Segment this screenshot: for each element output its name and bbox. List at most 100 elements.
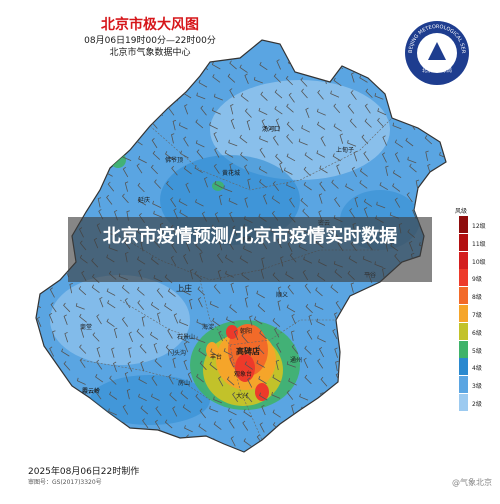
headline-text[interactable]: 北京市疫情预测/北京市疫情实时数据 [102, 226, 398, 247]
wind-barb [53, 121, 59, 133]
wind-barb [366, 387, 373, 398]
wind-barb [167, 59, 174, 70]
wind-barb [275, 118, 281, 129]
wind-barb [112, 151, 117, 163]
wind-barb [123, 108, 132, 117]
wind-barb [333, 77, 342, 87]
wind-barb [363, 198, 373, 207]
legend-label: 2级 [472, 401, 482, 408]
wind-barb [152, 79, 162, 88]
wind-barb [180, 335, 190, 343]
wind-barb [49, 89, 55, 101]
wind-barb [84, 90, 89, 101]
wind-barb [272, 181, 280, 191]
wind-barb [391, 342, 399, 353]
wind-barb [137, 182, 145, 193]
wind-barb [259, 147, 266, 158]
wind-barb [442, 107, 446, 118]
wind-barb [240, 93, 249, 102]
wind-barb [246, 119, 251, 131]
wind-barb [334, 421, 342, 432]
wind-barb [244, 73, 249, 84]
wind-barb [439, 209, 443, 221]
wind-barb [259, 330, 267, 340]
wind-barb [97, 434, 101, 446]
wind-barb [374, 93, 384, 100]
wind-barb [153, 342, 158, 354]
wind-barb [156, 288, 164, 298]
wind-barb [81, 407, 89, 418]
wind-barb [82, 419, 87, 430]
wind-barb [94, 165, 101, 176]
wind-barb [107, 300, 116, 309]
wind-barb [109, 437, 119, 446]
wind-barb [52, 330, 56, 341]
wind-barb [330, 90, 340, 98]
legend-swatch [459, 233, 468, 251]
wind-barb [319, 165, 328, 174]
wind-barb [288, 92, 295, 103]
wind-barb [347, 344, 356, 354]
wind-barb [52, 227, 58, 238]
wind-barb [172, 119, 177, 131]
wind-barb [423, 314, 429, 325]
wind-barb [261, 404, 266, 416]
wind-barb [317, 335, 326, 343]
wind-barb [346, 364, 354, 374]
wind-barb [286, 304, 296, 313]
wind-barb [314, 302, 324, 310]
wind-barb [95, 389, 102, 400]
wind-barb [427, 163, 431, 175]
wind-barb [347, 103, 355, 114]
wind-barb [351, 328, 356, 339]
wind-barb [36, 409, 38, 418]
wind-barb [65, 92, 73, 103]
wind-barb [124, 371, 129, 383]
wind-barb [427, 177, 433, 188]
wind-barb [276, 342, 282, 353]
wind-barb [152, 200, 162, 208]
wind-barb [359, 363, 369, 370]
wind-barb [91, 284, 100, 294]
wind-barb [258, 166, 268, 174]
wind-barb [244, 164, 250, 175]
wind-barb [36, 285, 38, 294]
wind-barb [140, 102, 146, 113]
wind-barb [218, 194, 223, 206]
wind-barb [47, 208, 56, 218]
wind-barb [204, 176, 208, 188]
wind-barb [349, 118, 357, 128]
wind-barb [359, 168, 368, 177]
wind-barb [229, 88, 235, 99]
wind-barb [354, 388, 358, 399]
wind-barb [74, 439, 83, 449]
wind-barb [200, 105, 207, 116]
wind-barb [302, 208, 310, 218]
place-label: 霞云岭 [82, 388, 101, 395]
wind-barb [194, 439, 203, 448]
wind-barb [96, 314, 102, 325]
wind-barb [378, 72, 385, 83]
wind-barb [395, 61, 399, 72]
wind-barb [137, 197, 147, 206]
wind-barb [226, 376, 235, 386]
wind-barb [173, 208, 178, 219]
watermark: @气象北京 [452, 478, 492, 487]
wind-barb [82, 72, 86, 83]
wind-barb [304, 345, 312, 355]
wind-barb [36, 240, 38, 249]
wind-barb [166, 180, 174, 191]
wind-barb [213, 284, 221, 294]
legend-swatch [459, 269, 468, 287]
wind-barb [301, 88, 308, 99]
wind-barb [244, 197, 248, 208]
wind-barb [121, 193, 129, 204]
wind-barb [334, 347, 338, 358]
wind-barb [63, 302, 71, 313]
wind-barb [50, 302, 57, 313]
wind-barb [228, 139, 238, 147]
wind-barb [299, 393, 309, 401]
wind-barb [179, 209, 188, 218]
wind-barb [212, 107, 221, 115]
map-title: 北京市极大风图 [101, 17, 199, 33]
